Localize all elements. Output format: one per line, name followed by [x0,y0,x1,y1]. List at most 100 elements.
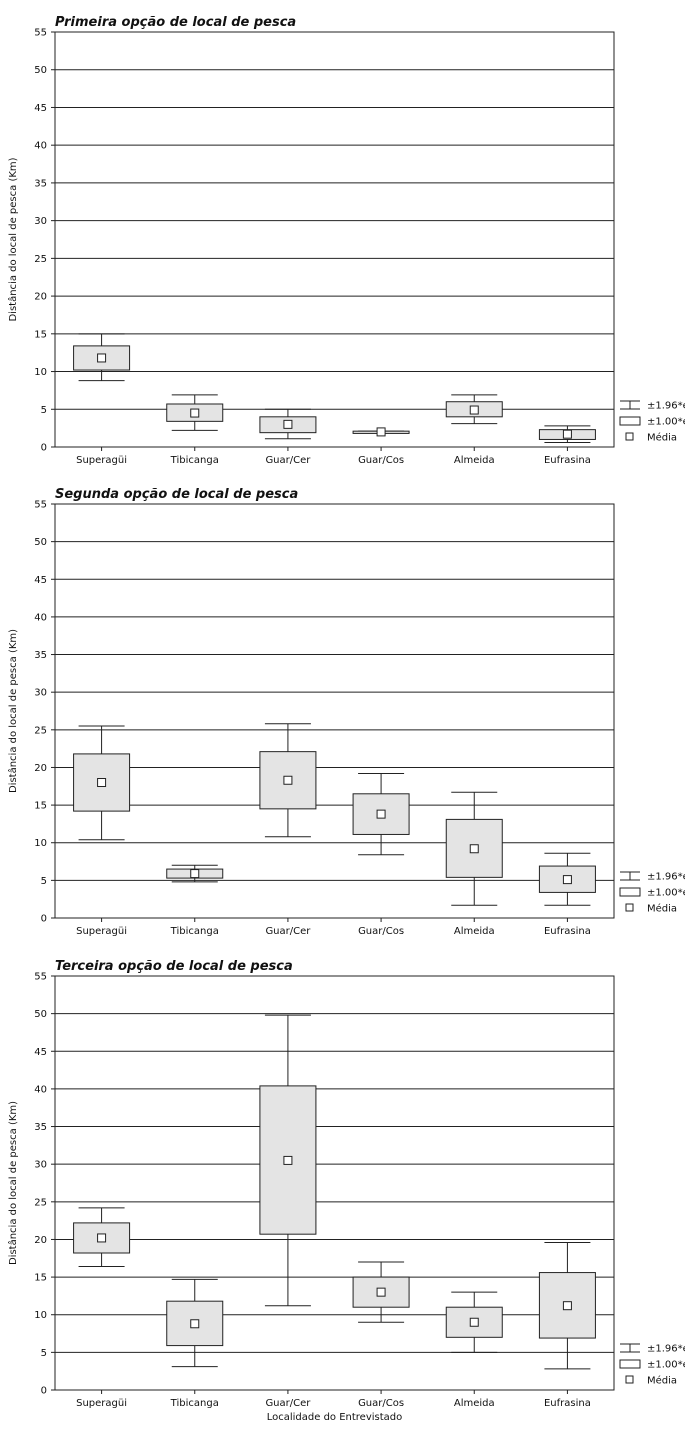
legend-box-icon [619,1359,641,1369]
y-tick-label: 25 [34,254,47,265]
y-tick-label: 5 [41,405,47,416]
y-tick-label: 5 [41,1348,47,1359]
y-tick-label: 35 [34,1122,47,1133]
x-tick-label: Superagüi [76,926,127,937]
box-group-2 [166,1278,224,1368]
box-group-5 [445,1291,503,1353]
x-tick-label: Almeida [454,926,495,937]
legend-label: ±1.00*e [647,417,685,428]
mean-marker [97,778,107,788]
mean-marker [97,353,107,363]
y-tick-label: 55 [34,28,47,39]
chart-1: Primeira opção de local de pesca 0 5 10 15 20… [7,15,685,466]
box [73,1222,131,1254]
box-group-4 [352,772,410,856]
mean-marker [190,408,200,418]
y-tick-label: 10 [34,1310,47,1321]
y-tick-label: 35 [34,650,47,661]
y-axis-label: Distância do local de pesca (Km) [7,629,19,793]
legend-label: ±1.96*e [647,1344,685,1355]
y-tick-label: 35 [34,178,47,189]
y-tick-label: 10 [34,367,47,378]
legend-label: Média [647,1375,677,1387]
x-tick-label: Tibicanga [170,1398,219,1409]
x-tick-label: Tibicanga [170,926,219,937]
mean-marker [283,775,293,785]
box-group-3 [259,723,317,838]
box-group-6 [538,852,596,906]
box-group-3 [259,1014,317,1307]
y-tick-label: 30 [34,688,47,699]
legend-label: Média [647,903,677,915]
mean-marker [376,809,386,819]
box-group-5 [445,791,503,906]
legend-box-icon [619,416,641,426]
box-group-1 [73,1207,131,1268]
legend-label: ±1.00*e [647,888,685,899]
mean-marker [190,869,200,879]
legend-label: ±1.00*e [647,1360,685,1371]
y-tick-label: 20 [34,763,47,774]
mean-marker [283,419,293,429]
y-tick-label: 40 [34,141,47,152]
x-tick-label: Guar/Cer [265,1398,311,1409]
y-tick-label: 20 [34,1235,47,1246]
y-tick-label: 25 [34,725,47,736]
mean-marker [562,429,572,439]
legend-label: ±1.96*e [647,401,685,412]
plot-frame [54,503,615,919]
legend-mean-icon [625,1375,634,1384]
plot-frame [54,31,615,448]
mean-marker [283,1155,293,1165]
y-tick-label: 40 [34,612,47,623]
x-tick-label: Almeida [454,1398,495,1409]
y-tick-label: 0 [41,1386,47,1397]
box-group-6 [538,425,596,443]
box [259,1085,317,1235]
mean-marker [97,1233,107,1243]
y-tick-label: 15 [34,329,47,340]
legend-mean-icon [625,903,634,912]
y-tick-label: 25 [34,1197,47,1208]
y-tick-label: 0 [41,443,47,454]
plot-frame [54,975,615,1391]
x-tick-label: Guar/Cos [358,455,404,466]
x-tick-label: Tibicanga [170,455,219,466]
box-group-5 [445,394,503,425]
x-tick-label: Almeida [454,455,495,466]
legend: ±1.96*e ±1.00*e Média [619,1343,685,1387]
legend: ±1.96*e ±1.00*e Média [619,400,685,444]
mean-marker [469,844,479,854]
y-tick-label: 45 [34,1047,47,1058]
mean-marker [562,875,572,885]
chart-title: Primeira opção de local de pesca [55,15,296,30]
box-group-3 [259,408,317,440]
chart-title: Segunda opção de local de pesca [55,487,298,502]
y-tick-label: 0 [41,914,47,925]
y-axis-label: Distância do local de pesca (Km) [7,1101,19,1265]
y-tick-label: 5 [41,876,47,887]
y-tick-label: 20 [34,292,47,303]
box-group-4 [352,427,410,437]
y-tick-label: 50 [34,65,47,76]
y-tick-label: 45 [34,575,47,586]
mean-marker [376,427,386,437]
x-axis-label: Localidade do Entrevistado [267,1412,403,1423]
x-tick-label: Superagüi [76,455,127,466]
legend-mean-icon [625,432,634,441]
x-tick-label: Guar/Cos [358,926,404,937]
y-tick-label: 30 [34,216,47,227]
box-group-1 [73,333,131,382]
mean-marker [562,1301,572,1311]
x-tick-label: Guar/Cer [265,455,311,466]
box-group-2 [166,394,224,431]
mean-marker [190,1319,200,1329]
legend: ±1.96*e ±1.00*e Média [619,871,685,915]
chart-2: Segunda opção de local de pesca 0 5 10 15 20 2… [7,487,685,937]
y-tick-label: 30 [34,1160,47,1171]
x-tick-label: Eufrasina [544,455,591,466]
y-tick-label: 50 [34,537,47,548]
x-tick-label: Eufrasina [544,1398,591,1409]
mean-marker [469,405,479,415]
